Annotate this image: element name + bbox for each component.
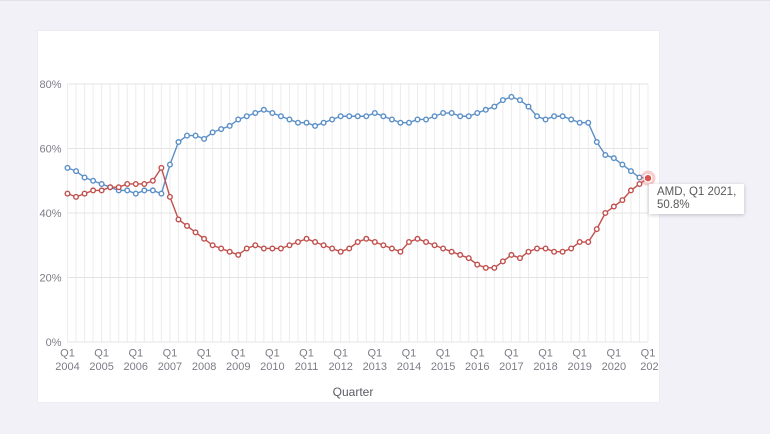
svg-text:2020: 2020 bbox=[602, 361, 626, 373]
svg-text:Q1: Q1 bbox=[538, 348, 553, 360]
svg-text:80%: 80% bbox=[39, 79, 61, 91]
svg-text:Q1: Q1 bbox=[197, 348, 212, 360]
svg-text:Q1: Q1 bbox=[607, 348, 622, 360]
svg-text:60%: 60% bbox=[39, 144, 61, 156]
svg-text:2010: 2010 bbox=[260, 361, 284, 373]
svg-text:2007: 2007 bbox=[158, 361, 182, 373]
svg-text:2021: 2021 bbox=[640, 361, 659, 373]
svg-text:2004: 2004 bbox=[55, 361, 79, 373]
svg-text:2005: 2005 bbox=[89, 361, 113, 373]
svg-text:40%: 40% bbox=[39, 208, 61, 220]
svg-text:Q1: Q1 bbox=[265, 348, 280, 360]
svg-text:Q1: Q1 bbox=[94, 348, 109, 360]
svg-text:2013: 2013 bbox=[363, 361, 387, 373]
svg-text:Q1: Q1 bbox=[163, 348, 178, 360]
svg-text:Q1: Q1 bbox=[402, 348, 417, 360]
svg-text:Q1: Q1 bbox=[504, 348, 519, 360]
svg-text:2016: 2016 bbox=[465, 361, 489, 373]
svg-text:2018: 2018 bbox=[533, 361, 557, 373]
svg-text:Q1: Q1 bbox=[333, 348, 348, 360]
svg-text:Q1: Q1 bbox=[436, 348, 451, 360]
svg-text:Q1: Q1 bbox=[572, 348, 587, 360]
svg-text:2014: 2014 bbox=[397, 361, 421, 373]
svg-text:2008: 2008 bbox=[192, 361, 216, 373]
svg-text:Q1: Q1 bbox=[60, 348, 75, 360]
svg-text:2009: 2009 bbox=[226, 361, 250, 373]
svg-text:Q1: Q1 bbox=[299, 348, 314, 360]
svg-text:Q1: Q1 bbox=[470, 348, 485, 360]
svg-text:2019: 2019 bbox=[567, 361, 591, 373]
svg-text:Q1: Q1 bbox=[641, 348, 656, 360]
svg-text:Q1: Q1 bbox=[128, 348, 143, 360]
svg-text:20%: 20% bbox=[39, 273, 61, 285]
svg-text:2017: 2017 bbox=[499, 361, 523, 373]
svg-text:2006: 2006 bbox=[124, 361, 148, 373]
svg-text:2015: 2015 bbox=[431, 361, 455, 373]
svg-text:Q1: Q1 bbox=[231, 348, 246, 360]
svg-text:Q1: Q1 bbox=[367, 348, 382, 360]
svg-text:2011: 2011 bbox=[295, 361, 319, 373]
svg-text:2012: 2012 bbox=[328, 361, 352, 373]
